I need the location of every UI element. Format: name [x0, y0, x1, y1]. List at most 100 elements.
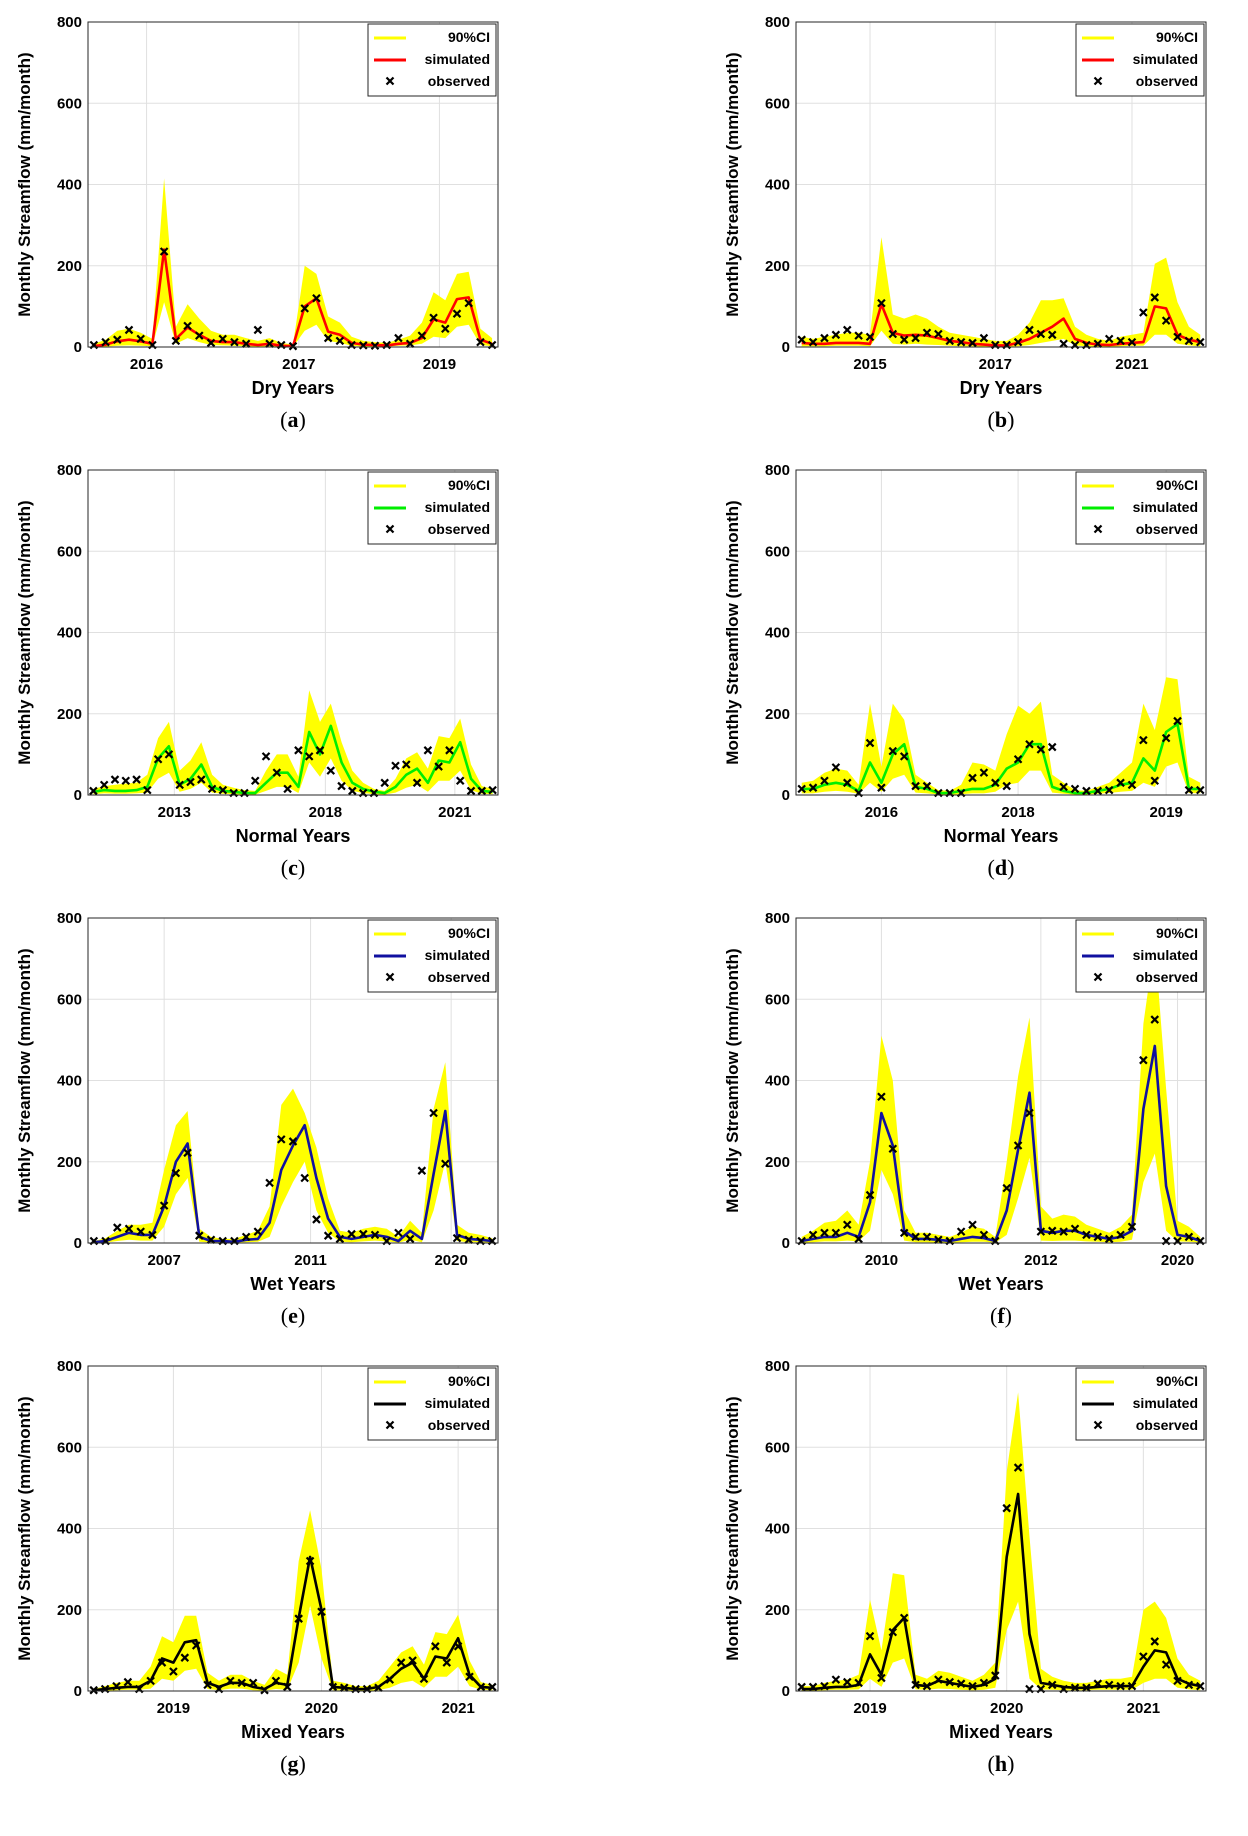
observed-point — [899, 335, 909, 344]
observed-point — [300, 304, 309, 313]
y-tick-label: 800 — [765, 910, 790, 927]
x-tick-label: 2019 — [853, 1700, 886, 1717]
panel-letter: b — [994, 407, 1008, 432]
observed-point — [408, 1656, 417, 1665]
observed-point — [429, 313, 438, 323]
observed-point — [143, 785, 152, 795]
legend-label: simulated — [425, 947, 490, 963]
observed-point — [1196, 337, 1205, 347]
observed-point — [441, 1159, 450, 1169]
observed-point — [1127, 337, 1137, 347]
observed-point — [394, 333, 403, 343]
observed-point — [265, 339, 274, 349]
observed-point — [1150, 1015, 1160, 1024]
observed-point — [288, 341, 298, 351]
observed-point — [1116, 336, 1125, 346]
observed-point — [1093, 339, 1103, 349]
legend-obs-swatch — [1093, 76, 1103, 86]
observed-point — [1070, 784, 1080, 794]
observed-point — [1184, 1680, 1194, 1690]
panel-caption: (a) — [280, 407, 306, 432]
observed-point — [385, 1675, 395, 1684]
panel-letter: e — [288, 1303, 298, 1328]
observed-point — [347, 1229, 356, 1239]
y-tick-label: 600 — [57, 95, 82, 112]
legend-obs-swatch — [1093, 972, 1103, 982]
observed-point — [419, 1674, 429, 1684]
chart-panel-f: 0 200 400 600 800 2010 2012 2020 90%CI simulated o… — [708, 896, 1248, 1344]
observed-point — [203, 1680, 212, 1690]
x-tick-label: 2012 — [1024, 1252, 1057, 1269]
legend-obs-swatch — [385, 1420, 395, 1430]
observed-point — [820, 333, 829, 343]
observed-point — [934, 1675, 943, 1684]
observed-point — [218, 785, 228, 795]
chart-panel-b: 0 200 400 600 800 2015 2017 2021 90%CI simulated o… — [708, 0, 1248, 448]
observed-point — [312, 293, 321, 303]
observed-point — [380, 778, 389, 788]
y-tick-label: 800 — [57, 14, 82, 31]
y-tick-label: 600 — [57, 1439, 82, 1456]
observed-point — [1184, 336, 1194, 346]
observed-point — [405, 339, 415, 349]
observed-point — [968, 1220, 977, 1229]
simulated-line — [93, 1555, 493, 1692]
panel-caption: (c) — [280, 855, 306, 880]
legend-label: simulated — [425, 51, 490, 67]
observed-point — [488, 1682, 497, 1692]
x-tick-label: 2011 — [294, 1252, 327, 1269]
observed-point — [253, 1227, 263, 1236]
observed-point — [797, 1682, 806, 1692]
observed-point — [359, 1229, 368, 1239]
observed-point — [271, 1676, 281, 1686]
observed-point — [191, 1641, 201, 1650]
observed-point — [183, 321, 192, 331]
observed-point — [899, 752, 909, 761]
x-tick-label: 2021 — [441, 1700, 474, 1717]
x-tick-label: 2019 — [1149, 804, 1182, 821]
observed-point — [1093, 1679, 1103, 1688]
chart-svg-f: 0 200 400 600 800 2010 2012 2020 90%CI simulated o… — [723, 910, 1207, 1294]
observed-point — [195, 1231, 204, 1240]
observed-point — [945, 336, 955, 346]
observed-point — [197, 775, 206, 784]
chart-panel-d: 0 200 400 600 800 2016 2018 2019 90%CI simulated o… — [708, 448, 1248, 896]
observed-point — [305, 1556, 315, 1566]
chart-svg-e: 0 200 400 600 800 2007 2011 2020 90%CI simulated o… — [15, 910, 499, 1294]
observed-point — [1013, 754, 1023, 764]
observed-point — [1002, 781, 1011, 791]
observed-point — [1116, 1230, 1125, 1240]
panel-caption: (h) — [987, 1751, 1015, 1776]
observed-point — [1104, 334, 1114, 344]
x-axis-title: Normal Years — [944, 826, 1059, 846]
legend-obs-swatch — [1093, 1420, 1103, 1430]
y-tick-label: 0 — [74, 1683, 82, 1700]
x-axis-title: Dry Years — [252, 378, 335, 398]
observed-point — [323, 1231, 333, 1240]
observed-point — [1139, 308, 1148, 317]
x-tick-label: 2019 — [423, 356, 456, 373]
observed-point — [110, 775, 120, 784]
y-tick-label: 400 — [765, 1521, 790, 1538]
observed-point — [253, 325, 263, 335]
observed-point — [476, 337, 485, 347]
observed-point — [1047, 1226, 1057, 1236]
panel-caption: (f) — [990, 1303, 1012, 1328]
observed-point — [831, 330, 841, 340]
panel-letter: c — [288, 855, 298, 880]
chart-svg-a: 0 200 400 600 800 2016 2017 2019 90%CI simulated o… — [15, 14, 499, 398]
observed-point — [337, 781, 346, 791]
observed-point — [1047, 330, 1057, 340]
legend-label: simulated — [1133, 947, 1198, 963]
observed-point — [339, 1683, 349, 1693]
chart-svg-h: 0 200 400 600 800 2019 2020 2021 90%CI simulated o… — [723, 1358, 1207, 1742]
observed-point — [865, 1190, 875, 1200]
observed-point — [417, 1166, 427, 1175]
observed-point — [1116, 1681, 1125, 1691]
observed-point — [218, 334, 227, 344]
simulated-line — [801, 1044, 1201, 1243]
y-tick-label: 200 — [57, 1154, 82, 1171]
chart-svg-d: 0 200 400 600 800 2016 2018 2019 90%CI simulated o… — [723, 462, 1207, 846]
x-axis-title: Wet Years — [958, 1274, 1043, 1294]
legend-label: 90%CI — [1156, 29, 1198, 45]
